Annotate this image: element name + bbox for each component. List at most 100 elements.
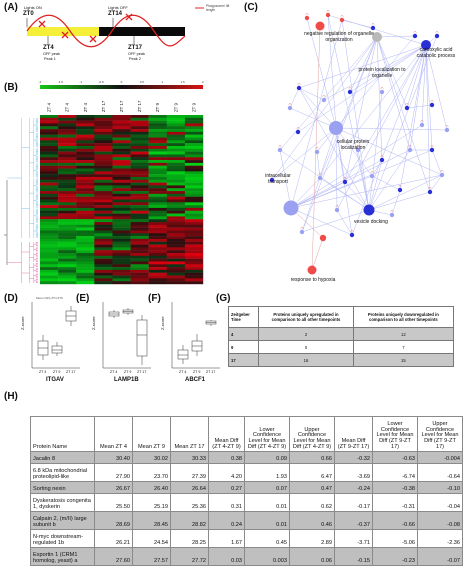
heatmap-cell xyxy=(40,267,59,271)
g-cell: 2 xyxy=(258,327,354,341)
network-node-marker xyxy=(305,13,309,15)
heatmap-cell xyxy=(58,278,77,282)
heatmap-cell xyxy=(94,216,113,220)
heatmap-cell xyxy=(58,199,77,203)
heatmap-cell xyxy=(94,230,113,234)
heatmap-cell xyxy=(130,115,149,119)
heatmap-cell xyxy=(76,171,95,175)
heatmap-cell xyxy=(130,205,149,209)
network-node-marker xyxy=(288,103,292,105)
heatmap-cell xyxy=(130,255,149,259)
color-key-tick: 0 xyxy=(121,80,123,84)
heatmap-cell xyxy=(112,117,131,121)
heatmap-cell xyxy=(184,236,204,240)
heatmap-cell xyxy=(40,247,59,251)
heatmap-cell xyxy=(166,213,186,217)
heatmap-cell xyxy=(166,185,186,189)
heatmap-cell xyxy=(148,185,167,189)
heatmap-cell xyxy=(130,199,149,203)
heatmap-cell xyxy=(184,176,204,180)
heatmap-cell xyxy=(184,174,204,178)
dendrogram-branch xyxy=(33,193,37,208)
network-small-node xyxy=(325,12,331,18)
heatmap-cell xyxy=(184,207,204,211)
network-edge xyxy=(406,44,427,109)
heatmap-cell xyxy=(94,140,113,144)
heatmap-cell xyxy=(76,230,95,234)
h-cell: -0.08 xyxy=(417,511,463,530)
heatmap-cell xyxy=(76,151,95,155)
heatmap-cell xyxy=(166,123,186,127)
heatmap-cell xyxy=(40,165,59,169)
dendrogram-branch xyxy=(36,276,38,278)
heatmap-cell xyxy=(40,140,59,144)
heatmap-cell xyxy=(58,191,77,195)
zt17-sub1: OFF peak xyxy=(128,52,145,56)
network-small-node xyxy=(429,102,435,108)
dendrogram-branch xyxy=(36,242,38,244)
heatmap-cell xyxy=(184,199,204,203)
heatmap-cell xyxy=(130,241,149,245)
heatmap-column-label: ZT 9 xyxy=(173,102,178,112)
heatmap-cell xyxy=(130,281,149,285)
heatmap-cell xyxy=(40,213,59,217)
panel-d-cat-3: ZT 17 xyxy=(66,370,76,374)
panel-d-legend: Mean (SD) ZT4 ZT9 xyxy=(36,296,63,300)
heatmap-cell xyxy=(166,241,186,245)
heatmap-cell xyxy=(94,244,113,248)
heatmap-cell xyxy=(148,202,167,206)
heatmap-cell xyxy=(112,213,131,217)
heatmap-cell xyxy=(94,255,113,259)
network-node-marker xyxy=(348,87,352,89)
g-header-up: Proteins uniquely upregulated in compari… xyxy=(258,306,354,328)
panel-g-label: (G) xyxy=(216,293,231,304)
h-cell: 27.39 xyxy=(170,463,209,482)
network-small-node xyxy=(397,187,403,193)
network-edge xyxy=(279,36,378,151)
heatmap-cell xyxy=(112,278,131,282)
dendrogram-branch xyxy=(7,242,22,283)
panel-e-ylabel: Z-score xyxy=(91,316,96,330)
heatmap-cell xyxy=(76,137,95,141)
heatmap-cell xyxy=(184,154,204,158)
network-edge xyxy=(335,35,416,129)
heatmap-cell xyxy=(184,258,204,262)
h-header: Mean ZT 4 xyxy=(94,416,133,452)
heatmap-cell xyxy=(166,202,186,206)
heatmap-cell xyxy=(58,126,77,130)
network-small-node xyxy=(287,105,293,111)
heatmap-cell xyxy=(76,207,95,211)
heatmap-cell xyxy=(58,137,77,141)
heatmap-cell xyxy=(166,145,186,149)
network-edge xyxy=(290,181,346,209)
heatmap-cell xyxy=(112,191,131,195)
dendrogram-branch xyxy=(36,216,38,223)
network-small-node xyxy=(407,147,413,153)
heatmap-cell xyxy=(166,140,186,144)
heatmap-cell xyxy=(76,202,95,206)
heatmap-cell xyxy=(40,182,59,186)
heatmap-cell xyxy=(130,134,149,138)
heatmap-cell xyxy=(112,247,131,251)
heatmap-cell xyxy=(166,261,186,265)
h-cell: -3.69 xyxy=(334,463,373,482)
heatmap-cell xyxy=(166,272,186,276)
heatmap-cell xyxy=(148,205,167,209)
heatmap-cell xyxy=(130,227,149,231)
heatmap-cell xyxy=(76,126,95,130)
h-cell: 0.47 xyxy=(289,481,335,494)
heatmap-cell xyxy=(130,247,149,251)
heatmap-cell xyxy=(40,154,59,158)
dendrogram-branch xyxy=(36,125,38,133)
heatmap-cell xyxy=(184,134,204,138)
network-node-marker xyxy=(343,177,347,179)
heatmap-cell xyxy=(130,168,149,172)
heatmap-cell xyxy=(166,207,186,211)
network-node-marker xyxy=(370,171,374,173)
h-row: N-myc downstream-regulated 1b 26.21 24.5… xyxy=(30,529,463,548)
heatmap-cell xyxy=(130,182,149,186)
g-cell: 0 xyxy=(258,340,354,354)
heatmap-cell xyxy=(112,162,131,166)
heatmap-cell xyxy=(184,244,204,248)
heatmap-cell xyxy=(184,182,204,186)
